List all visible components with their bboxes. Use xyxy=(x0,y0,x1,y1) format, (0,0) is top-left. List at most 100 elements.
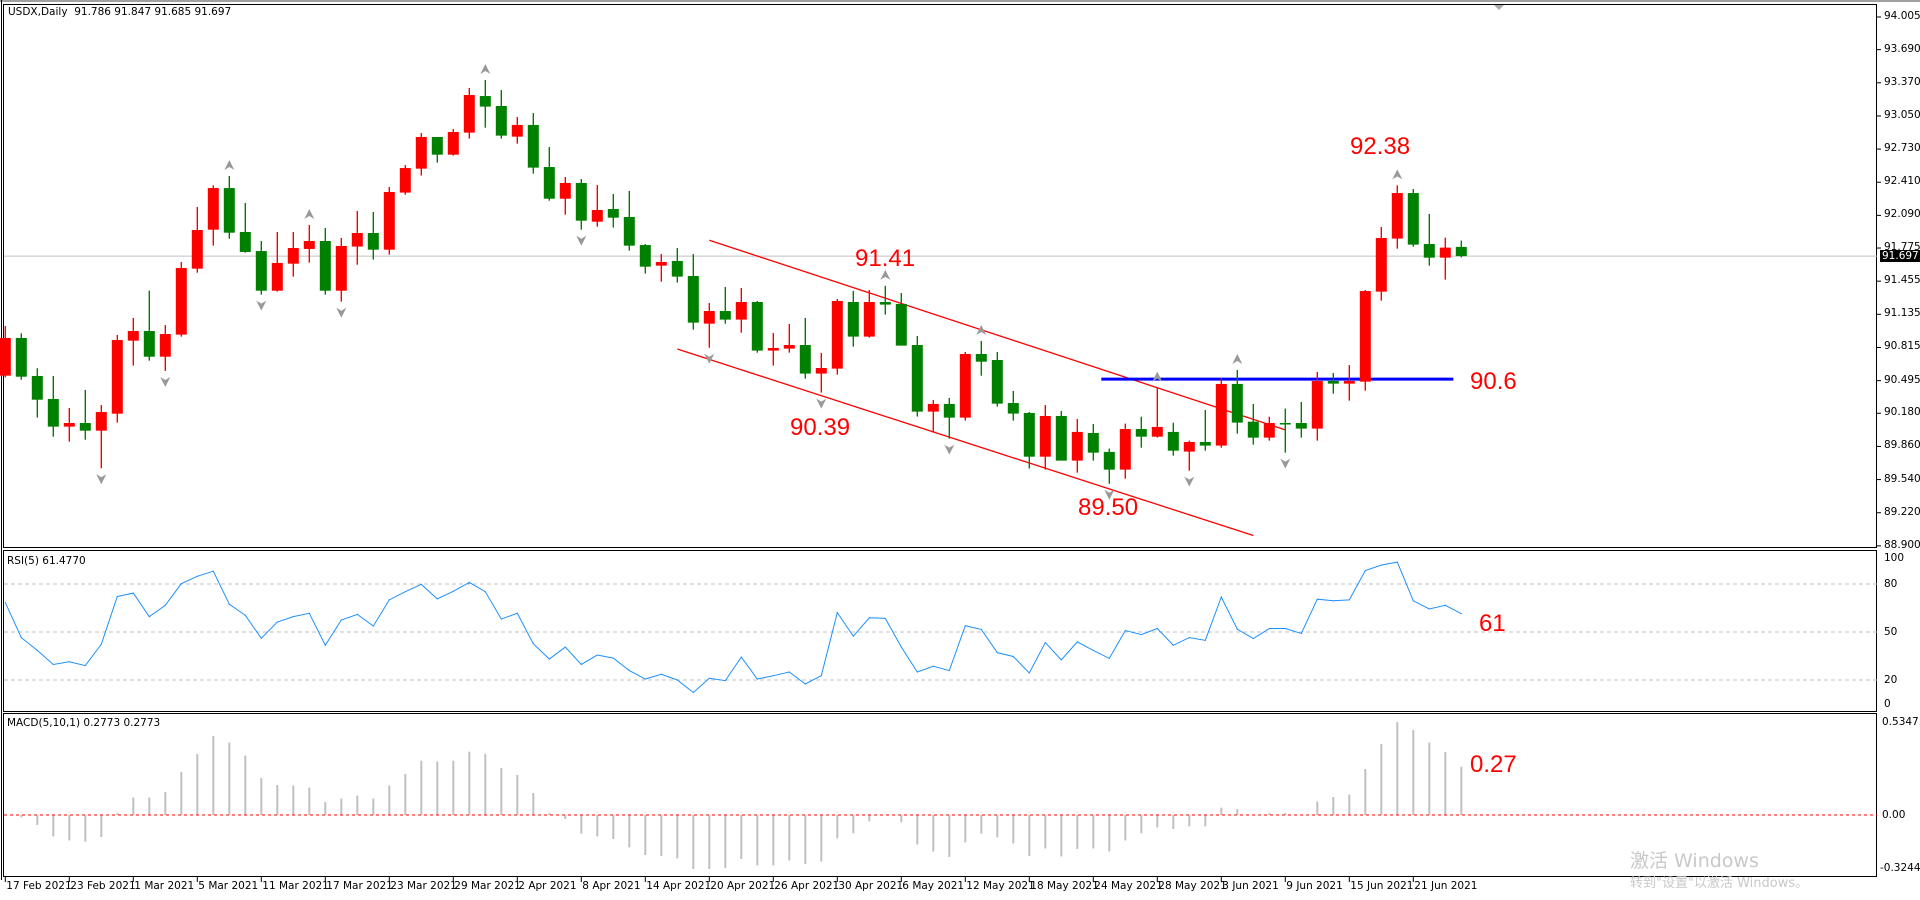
macd-bar xyxy=(1268,813,1271,815)
macd-bar xyxy=(1140,815,1143,834)
macd-bar xyxy=(548,813,551,815)
candle-body xyxy=(1375,237,1387,292)
candle xyxy=(1167,422,1179,456)
candle xyxy=(671,248,683,283)
macd-bar xyxy=(836,815,839,839)
rsi-point xyxy=(1268,627,1270,630)
annotation-level: 90.6 xyxy=(1470,368,1517,395)
candle xyxy=(1343,364,1355,401)
fractal-up-arrow-icon xyxy=(1232,353,1243,364)
candle-body xyxy=(1343,380,1355,384)
candle-body xyxy=(815,367,827,374)
candle xyxy=(1007,390,1019,421)
rsi-point xyxy=(548,658,550,660)
rsi-point xyxy=(772,675,774,677)
price-tick-label: 93.050 xyxy=(1884,108,1920,121)
rsi-point xyxy=(1076,641,1078,643)
candle xyxy=(479,79,491,128)
rsi-point xyxy=(932,665,934,667)
fractal-down-arrow-icon xyxy=(1104,489,1115,500)
macd-bar xyxy=(1332,797,1335,815)
fractal-down-arrow-icon xyxy=(160,377,171,388)
candle xyxy=(1023,411,1035,469)
macd-bar xyxy=(996,815,999,838)
rsi-line xyxy=(4,561,1462,694)
rsi-point xyxy=(4,601,6,604)
candle xyxy=(783,323,795,353)
candle-body xyxy=(63,423,75,427)
rsi-axis-50: 50 xyxy=(1884,626,1898,638)
candle xyxy=(239,202,251,253)
candle xyxy=(543,147,555,201)
macd-bar xyxy=(916,815,919,845)
candle xyxy=(1039,404,1051,470)
date-tick-label: 20 Apr 2021 xyxy=(710,880,776,892)
rsi-point xyxy=(660,673,662,675)
date-tick-label: 3 Jun 2021 xyxy=(1222,880,1279,892)
macd-bar xyxy=(740,815,743,860)
rsi-point xyxy=(1092,649,1094,652)
rsi-point xyxy=(1316,598,1318,600)
rsi-point xyxy=(1172,644,1174,646)
candle xyxy=(847,290,859,347)
rsi-point xyxy=(324,644,326,646)
candle xyxy=(879,285,891,315)
candle-body xyxy=(1183,441,1195,452)
rsi-point xyxy=(404,591,406,593)
candle-body xyxy=(127,331,139,341)
date-tick-label: 8 Apr 2021 xyxy=(582,880,641,892)
annotation-low-apr: 90.39 xyxy=(790,414,851,441)
rsi-axis-80: 80 xyxy=(1884,578,1898,590)
rsi-point xyxy=(740,656,742,658)
candle-body xyxy=(335,245,347,291)
candle-body xyxy=(15,337,27,377)
rsi-point xyxy=(1108,657,1110,660)
price-tick-label: 89.220 xyxy=(1884,505,1920,518)
date-tick-label: 14 Apr 2021 xyxy=(646,880,712,892)
rsi-point xyxy=(516,612,518,614)
macd-bar xyxy=(404,773,407,815)
rsi-point xyxy=(692,691,694,694)
candle xyxy=(415,133,427,176)
rsi-point xyxy=(484,591,486,593)
rsi-point xyxy=(212,570,214,572)
macd-bar xyxy=(948,815,951,857)
candle xyxy=(1279,408,1291,453)
macd-bar xyxy=(68,815,71,841)
macd-title: MACD(5,10,1) 0.2773 0.2773 xyxy=(7,717,161,729)
symbol-label: USDX,Daily xyxy=(8,6,68,18)
candle xyxy=(735,288,747,333)
candle-body xyxy=(735,302,747,320)
candle-body xyxy=(1087,432,1099,453)
candle xyxy=(863,289,875,338)
macd-bar xyxy=(20,815,23,818)
rsi-point xyxy=(436,598,438,600)
fractal-down-arrow-icon xyxy=(816,398,827,409)
candle xyxy=(767,332,779,366)
annotation-low-may: 89.50 xyxy=(1078,494,1139,521)
rsi-point xyxy=(116,595,118,598)
macd-panel-frame xyxy=(3,713,1877,877)
macd-bar xyxy=(500,768,503,815)
rsi-axis-20: 20 xyxy=(1884,674,1898,686)
macd-bar xyxy=(964,815,967,843)
candle-body xyxy=(399,168,411,193)
macd-axis-min: -0.3244 xyxy=(1880,862,1920,874)
date-tick-label: 17 Feb 2021 xyxy=(6,880,72,892)
macd-bar xyxy=(1460,766,1463,815)
date-tick-label: 29 Mar 2021 xyxy=(454,880,521,892)
macd-bar xyxy=(1380,744,1383,815)
main-panel-frame xyxy=(3,4,1877,548)
candle-body xyxy=(1199,441,1211,446)
fractal-down-arrow-icon xyxy=(1280,458,1291,469)
candle-body xyxy=(863,302,875,337)
rsi-point xyxy=(148,616,150,618)
candle-body xyxy=(1039,415,1051,457)
candle-body xyxy=(303,240,315,249)
candles xyxy=(0,79,1467,484)
rsi-point xyxy=(804,683,806,685)
macd-bar xyxy=(1316,801,1319,815)
rsi-point xyxy=(340,619,342,621)
macd-bar xyxy=(1348,794,1351,815)
